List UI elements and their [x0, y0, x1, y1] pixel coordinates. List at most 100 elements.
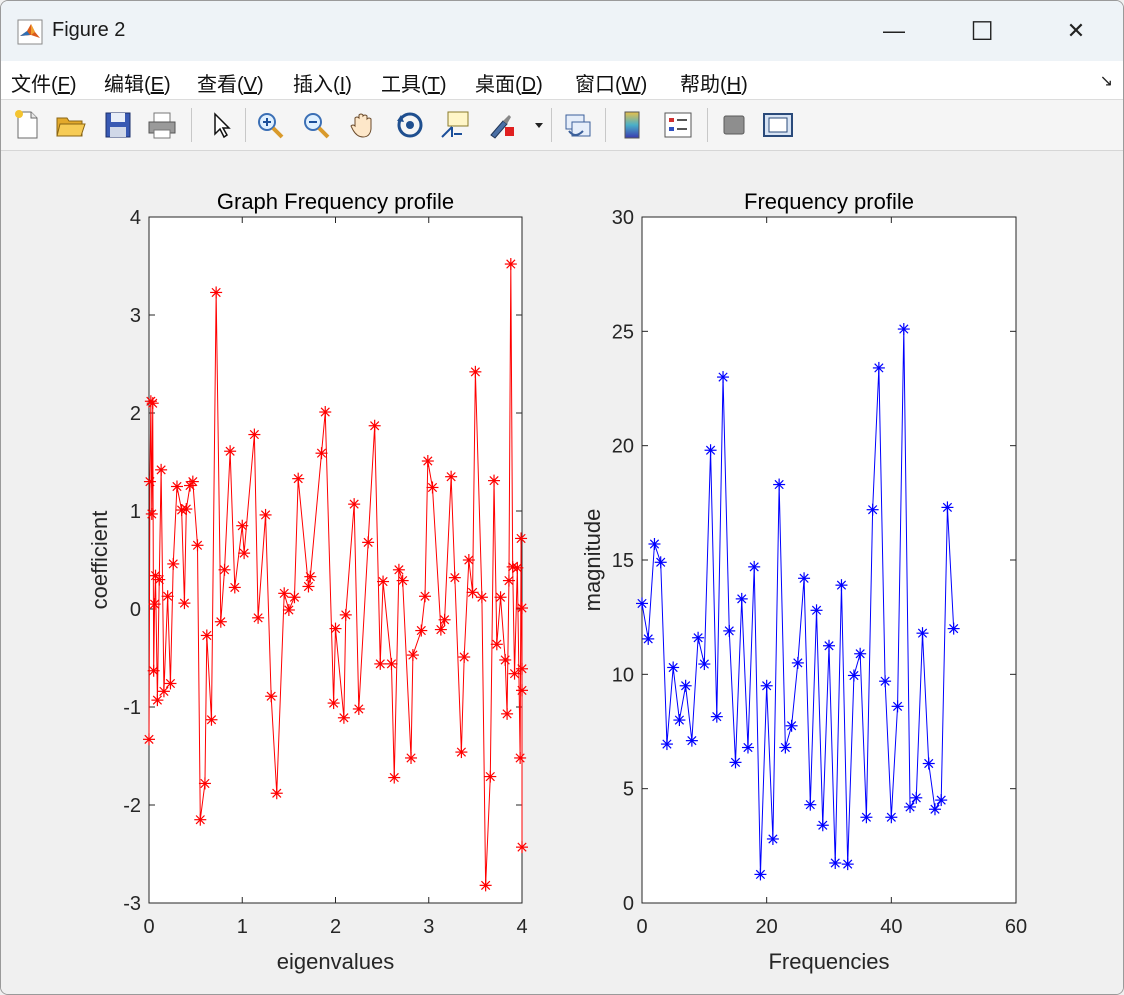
data-point [501, 707, 514, 720]
data-point [854, 647, 867, 660]
toolbar-separator [707, 108, 708, 142]
rotate-3d-icon[interactable] [393, 109, 427, 141]
marker-stroke [378, 576, 388, 587]
hide-plot-tools-icon[interactable] [717, 109, 751, 141]
marker-stroke [225, 446, 235, 456]
data-point [741, 741, 754, 754]
data-point [514, 751, 527, 764]
data-point [145, 507, 158, 520]
zoom-out-icon[interactable] [300, 109, 334, 141]
marker-stroke [152, 695, 163, 705]
menu-file[interactable]: 文件(F) [11, 74, 77, 96]
menu-view[interactable]: 查看(V) [197, 74, 264, 96]
data-point [494, 591, 507, 604]
marker-stroke [506, 259, 516, 269]
axes-box [148, 216, 523, 904]
data-point [180, 503, 193, 516]
data-point [462, 554, 475, 566]
dock-arrow-icon[interactable]: ↘ [1099, 73, 1113, 90]
figure-canvas[interactable]: 0 1 2 3 4 -3 -2 -1 0 1 2 3 4 Graph Frequency profile e… [1, 151, 1123, 994]
print-icon[interactable] [145, 109, 179, 141]
marker-stroke [500, 655, 510, 665]
menu-desktop[interactable]: 桌面(D) [475, 74, 543, 96]
axes-graph-frequency-profile[interactable]: 0 1 2 3 4 -3 -2 -1 0 1 2 3 4 Graph Frequency profile e… [87, 189, 528, 974]
data-point [146, 397, 159, 410]
data-point [218, 563, 231, 576]
data-point [329, 622, 342, 635]
marker-stroke [930, 804, 940, 814]
marker-stroke [144, 734, 154, 744]
matlab-logo-icon [17, 19, 43, 45]
data-point [348, 498, 361, 511]
menu-edit[interactable]: 编辑(E) [104, 74, 171, 96]
title-bar[interactable]: Figure 2 — ☐ ✕ [1, 1, 1123, 61]
data-point [434, 623, 447, 636]
marker-stroke [737, 594, 747, 604]
menu-insert[interactable]: 插入(I) [293, 74, 352, 96]
marker-stroke [508, 562, 518, 572]
data-point [798, 572, 811, 585]
data-point [785, 719, 798, 732]
chart-title: Frequency profile [744, 189, 914, 214]
data-point [167, 557, 180, 570]
marker-stroke [416, 625, 426, 636]
data-point [339, 608, 352, 621]
data-point [710, 710, 723, 723]
link-plot-icon[interactable] [561, 109, 595, 141]
maximize-button[interactable]: ☐ [959, 5, 1005, 57]
marker-stroke [855, 649, 865, 659]
data-point [692, 631, 705, 644]
close-button[interactable]: ✕ [1053, 5, 1099, 57]
data-cursor-icon[interactable] [438, 109, 472, 141]
menu-window[interactable]: 窗口(W) [575, 74, 648, 96]
legend-icon[interactable] [661, 109, 695, 141]
marker-stroke [662, 739, 672, 749]
y-axis-label: coefficient [87, 511, 112, 610]
marker-stroke [293, 474, 303, 484]
marker-stroke [836, 580, 847, 590]
marker-stroke [279, 588, 289, 598]
data-point [660, 738, 673, 751]
close-icon: ✕ [1066, 18, 1086, 43]
x-tick-label: 60 [1005, 916, 1027, 938]
marker-stroke [305, 572, 315, 582]
axes-frequency-profile[interactable]: 0 20 40 60 0 5 10 15 20 25 30 Frequency profile Freq… [580, 189, 1027, 974]
marker-stroke [289, 592, 300, 602]
marker-stroke [230, 582, 240, 593]
marker-stroke [216, 617, 226, 627]
marker-stroke [681, 681, 691, 691]
marker-stroke [693, 633, 703, 643]
data-point [511, 561, 524, 574]
open-file-icon[interactable] [54, 109, 88, 141]
colorbar-icon[interactable] [615, 109, 649, 141]
data-point [791, 656, 804, 669]
pointer-icon[interactable] [204, 109, 238, 141]
data-point [194, 813, 207, 826]
marker-stroke [874, 363, 884, 373]
save-icon[interactable] [101, 109, 135, 141]
menu-tools[interactable]: 工具(T) [381, 74, 447, 96]
marker-stroke [179, 598, 190, 608]
marker-stroke [942, 502, 953, 513]
menu-help[interactable]: 帮助(H) [680, 74, 748, 96]
zoom-in-icon[interactable] [254, 109, 288, 141]
pan-icon[interactable] [346, 109, 380, 141]
brush-dropdown-icon[interactable] [531, 109, 547, 141]
minimize-button[interactable]: — [871, 5, 917, 57]
data-point [388, 771, 401, 784]
data-point [823, 639, 835, 652]
show-plot-tools-icon[interactable] [761, 109, 795, 141]
data-point [200, 629, 213, 642]
brush-icon[interactable] [485, 109, 519, 141]
marker-stroke [406, 753, 416, 763]
axes-box [641, 216, 1017, 904]
marker-stroke [341, 610, 351, 620]
marker-stroke [705, 445, 716, 455]
data-point [278, 587, 291, 600]
marker-stroke [284, 605, 294, 615]
data-point [916, 627, 929, 640]
new-figure-icon[interactable] [10, 109, 44, 141]
marker-stroke [237, 521, 247, 531]
marker-stroke [450, 573, 460, 583]
data-point [488, 474, 501, 487]
